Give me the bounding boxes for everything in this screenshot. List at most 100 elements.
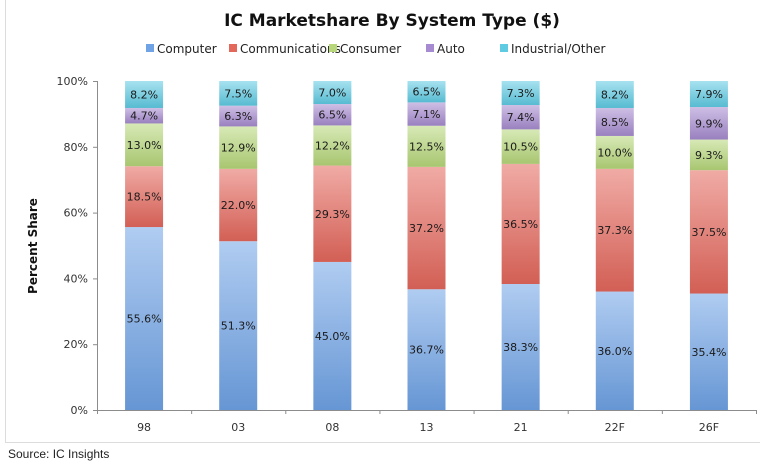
legend-swatch-industrial-other	[500, 44, 508, 52]
x-tick-label: 98	[137, 421, 151, 434]
bar-stack-98	[125, 81, 164, 410]
y-tick-label: 0%	[71, 404, 88, 417]
bar-communications-08	[313, 165, 352, 262]
data-label-consumer-13: 12.5%	[409, 140, 444, 153]
bar-communications-03	[219, 168, 258, 242]
bar-consumer-22F	[595, 135, 634, 169]
bar-stack-22F	[595, 81, 634, 410]
data-label-computer-98: 55.6%	[127, 313, 162, 326]
bar-computer-26F	[689, 293, 728, 410]
bar-computer-98	[125, 227, 164, 410]
data-label-communications-08: 29.3%	[315, 208, 350, 221]
bar-industrial-other-98	[125, 81, 164, 108]
bar-auto-26F	[689, 106, 728, 140]
data-label-consumer-08: 12.2%	[315, 139, 350, 152]
bar-stack-26F	[689, 81, 728, 410]
data-label-communications-21: 36.5%	[503, 218, 538, 231]
data-label-computer-13: 36.7%	[409, 344, 444, 357]
data-label-auto-03: 6.3%	[224, 110, 252, 123]
legend-item-auto: Auto	[426, 42, 465, 56]
y-tick-label: 100%	[57, 75, 88, 88]
data-label-consumer-03: 12.9%	[221, 142, 256, 155]
legend-label-industrial-other: Industrial/Other	[511, 42, 605, 56]
legend: Computer Communications Consumer Auto Indust…	[146, 42, 605, 56]
data-label-industrial-other-03: 7.5%	[224, 87, 252, 100]
data-label-auto-08: 6.5%	[318, 109, 346, 122]
data-label-computer-21: 38.3%	[503, 341, 538, 354]
x-tick-label: 21	[514, 421, 528, 434]
legend-item-consumer: Consumer	[329, 42, 401, 56]
data-label-auto-98: 4.7%	[130, 110, 158, 123]
bar-auto-08	[313, 104, 352, 126]
y-tick-label: 40%	[64, 272, 88, 285]
data-label-communications-98: 18.5%	[127, 191, 162, 204]
bar-auto-21	[501, 105, 540, 130]
axes: 0% 20% 40% 60% 80% 100% 98 03 08 13 21 22F 26F	[57, 75, 757, 434]
data-label-auto-13: 7.1%	[413, 108, 441, 121]
bar-consumer-26F	[689, 139, 728, 171]
bar-industrial-other-13	[407, 81, 446, 103]
data-label-communications-13: 37.2%	[409, 222, 444, 235]
bar-communications-26F	[689, 170, 728, 294]
data-label-communications-22F: 37.3%	[597, 224, 632, 237]
data-label-industrial-other-26F: 7.9%	[695, 88, 723, 101]
chart-title: IC Marketshare By System Type ($)	[224, 11, 560, 31]
bar-industrial-other-08	[313, 81, 352, 105]
data-label-consumer-21: 10.5%	[503, 141, 538, 154]
bar-communications-21	[501, 163, 540, 284]
legend-label-consumer: Consumer	[340, 42, 401, 56]
legend-swatch-auto	[426, 44, 434, 52]
data-label-industrial-other-98: 8.2%	[130, 88, 158, 101]
data-label-industrial-other-08: 7.0%	[318, 87, 346, 100]
data-label-auto-21: 7.4%	[507, 111, 535, 124]
legend-label-auto: Auto	[437, 42, 465, 56]
bar-computer-13	[407, 289, 446, 410]
y-tick-label: 80%	[64, 141, 88, 154]
y-axis-label: Percent Share	[26, 198, 40, 294]
bar-industrial-other-03	[219, 81, 258, 106]
x-tick-label: 13	[420, 421, 434, 434]
bar-stack-08	[313, 81, 352, 410]
bar-stack-13	[407, 81, 446, 410]
bar-computer-22F	[595, 291, 634, 410]
data-label-computer-26F: 35.4%	[691, 346, 726, 359]
data-label-industrial-other-21: 7.3%	[507, 87, 535, 100]
bar-auto-22F	[595, 107, 634, 136]
legend-label-communications: Communications	[240, 42, 341, 56]
data-label-industrial-other-22F: 8.2%	[601, 88, 629, 101]
bar-communications-13	[407, 166, 446, 290]
legend-item-computer: Computer	[146, 42, 217, 56]
data-label-auto-22F: 8.5%	[601, 116, 629, 129]
bar-auto-98	[125, 107, 164, 124]
bar-stack-21	[501, 81, 540, 410]
data-label-industrial-other-13: 6.5%	[413, 86, 441, 99]
bar-industrial-other-26F	[689, 81, 728, 107]
segment-labels: 55.6% 18.5% 13.0% 4.7% 8.2% 51.3% 22.0% 12.9% 6.…	[127, 86, 727, 359]
x-tick-label: 26F	[699, 421, 719, 434]
bar-consumer-08	[313, 125, 352, 166]
legend-label-computer: Computer	[157, 42, 217, 56]
y-tick-label: 20%	[64, 338, 88, 351]
x-tick-label: 08	[325, 421, 339, 434]
bar-consumer-98	[125, 123, 164, 167]
bar-computer-21	[501, 283, 540, 410]
bars	[125, 81, 728, 410]
legend-swatch-consumer	[329, 44, 337, 52]
legend-swatch-computer	[146, 44, 154, 52]
bar-consumer-21	[501, 129, 540, 164]
source-note: Source: IC Insights	[8, 447, 110, 461]
bar-communications-22F	[595, 168, 634, 292]
bar-auto-03	[219, 105, 258, 127]
data-label-consumer-98: 13.0%	[127, 139, 162, 152]
bar-stack-03	[219, 81, 258, 410]
data-label-communications-26F: 37.5%	[691, 226, 726, 239]
bar-computer-08	[313, 261, 352, 410]
data-label-computer-08: 45.0%	[315, 330, 350, 343]
data-label-computer-22F: 36.0%	[597, 345, 632, 358]
y-tick-label: 60%	[64, 207, 88, 220]
bar-consumer-13	[407, 125, 446, 167]
data-label-computer-03: 51.3%	[221, 320, 256, 333]
data-label-auto-26F: 9.9%	[695, 117, 723, 130]
legend-item-industrial-other: Industrial/Other	[500, 42, 605, 56]
